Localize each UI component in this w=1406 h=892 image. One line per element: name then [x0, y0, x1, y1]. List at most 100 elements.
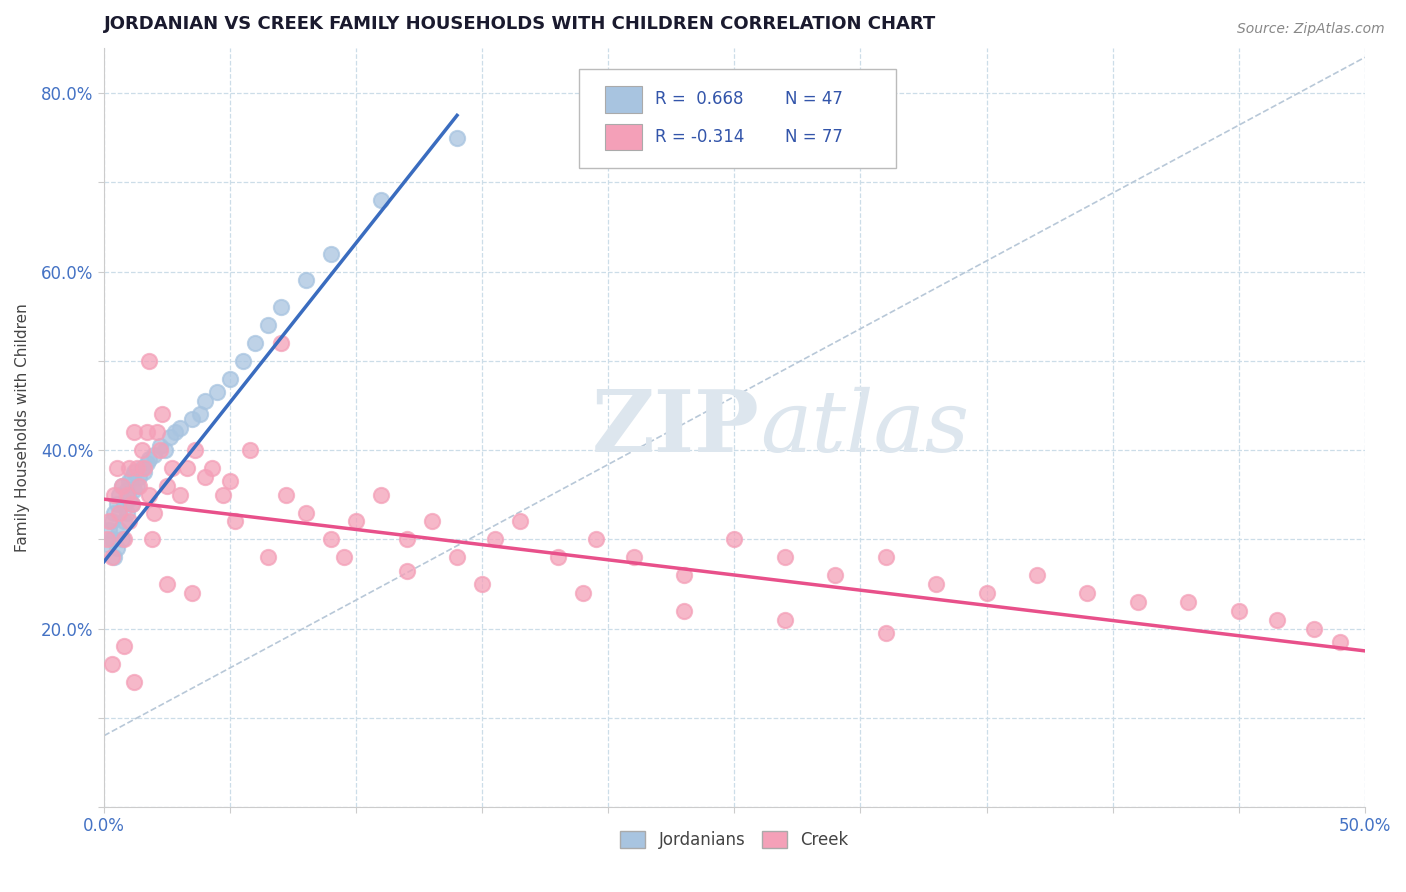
Point	[112, 640, 135, 654]
Text: N = 47: N = 47	[785, 90, 842, 108]
Point	[115, 483, 138, 498]
Point	[181, 586, 204, 600]
Point	[1303, 622, 1326, 636]
Text: N = 77: N = 77	[785, 128, 842, 146]
Point	[150, 408, 173, 422]
Point	[773, 550, 796, 565]
Point	[121, 470, 143, 484]
FancyBboxPatch shape	[579, 69, 896, 169]
Point	[98, 515, 121, 529]
Point	[181, 412, 204, 426]
Point	[484, 533, 506, 547]
Point	[420, 515, 443, 529]
Point	[118, 475, 141, 489]
Point	[188, 408, 211, 422]
Point	[100, 533, 122, 547]
Point	[103, 506, 125, 520]
Point	[585, 533, 607, 547]
Point	[219, 372, 242, 386]
Text: ZIP: ZIP	[592, 385, 759, 470]
Point	[224, 515, 246, 529]
Point	[141, 533, 163, 547]
Point	[124, 483, 146, 498]
Point	[294, 506, 316, 520]
Point	[134, 461, 156, 475]
Point	[509, 515, 531, 529]
Point	[148, 443, 170, 458]
Point	[128, 470, 150, 484]
Point	[143, 448, 166, 462]
Point	[118, 492, 141, 507]
Point	[925, 577, 948, 591]
Point	[125, 461, 148, 475]
Point	[135, 425, 157, 440]
Point	[257, 550, 280, 565]
Point	[169, 488, 191, 502]
Point	[112, 515, 135, 529]
Point	[111, 533, 134, 547]
Point	[163, 425, 186, 440]
Point	[239, 443, 262, 458]
Point	[105, 497, 128, 511]
Point	[108, 506, 131, 520]
Point	[115, 506, 138, 520]
Point	[153, 443, 176, 458]
FancyBboxPatch shape	[605, 86, 643, 112]
Point	[1076, 586, 1098, 600]
Point	[344, 515, 367, 529]
Point	[124, 425, 146, 440]
Point	[1177, 595, 1199, 609]
Point	[875, 550, 897, 565]
Point	[124, 466, 146, 480]
Text: Source: ZipAtlas.com: Source: ZipAtlas.com	[1237, 22, 1385, 37]
Point	[131, 461, 153, 475]
Point	[156, 577, 179, 591]
Point	[112, 533, 135, 547]
Point	[274, 488, 297, 502]
Point	[160, 461, 183, 475]
Point	[148, 439, 170, 453]
Point	[547, 550, 569, 565]
Point	[118, 515, 141, 529]
Point	[124, 675, 146, 690]
Point	[270, 335, 292, 350]
Point	[207, 385, 229, 400]
Point	[201, 461, 224, 475]
Point	[159, 430, 181, 444]
Point	[319, 246, 342, 260]
Point	[623, 550, 645, 565]
Point	[1026, 568, 1049, 582]
Point	[219, 475, 242, 489]
Text: JORDANIAN VS CREEK FAMILY HOUSEHOLDS WITH CHILDREN CORRELATION CHART: JORDANIAN VS CREEK FAMILY HOUSEHOLDS WIT…	[104, 15, 936, 33]
Point	[143, 506, 166, 520]
Point	[723, 533, 745, 547]
Point	[395, 564, 418, 578]
Point	[138, 354, 160, 368]
Point	[111, 479, 134, 493]
Point	[194, 394, 217, 409]
FancyBboxPatch shape	[605, 124, 643, 151]
Point	[572, 586, 595, 600]
Point	[1227, 604, 1250, 618]
Point	[184, 443, 207, 458]
Point	[146, 425, 169, 440]
Point	[138, 452, 160, 467]
Point	[176, 461, 198, 475]
Point	[96, 537, 118, 551]
Point	[169, 421, 191, 435]
Point	[1329, 635, 1351, 649]
Point	[156, 479, 179, 493]
Point	[103, 550, 125, 565]
Point	[319, 533, 342, 547]
Point	[103, 488, 125, 502]
Point	[672, 568, 695, 582]
Point	[98, 524, 121, 538]
Point	[105, 461, 128, 475]
Point	[135, 457, 157, 471]
Text: R = -0.314: R = -0.314	[655, 128, 744, 146]
Point	[194, 470, 217, 484]
Point	[121, 497, 143, 511]
Point	[1126, 595, 1149, 609]
Point	[232, 354, 254, 368]
Point	[96, 533, 118, 547]
